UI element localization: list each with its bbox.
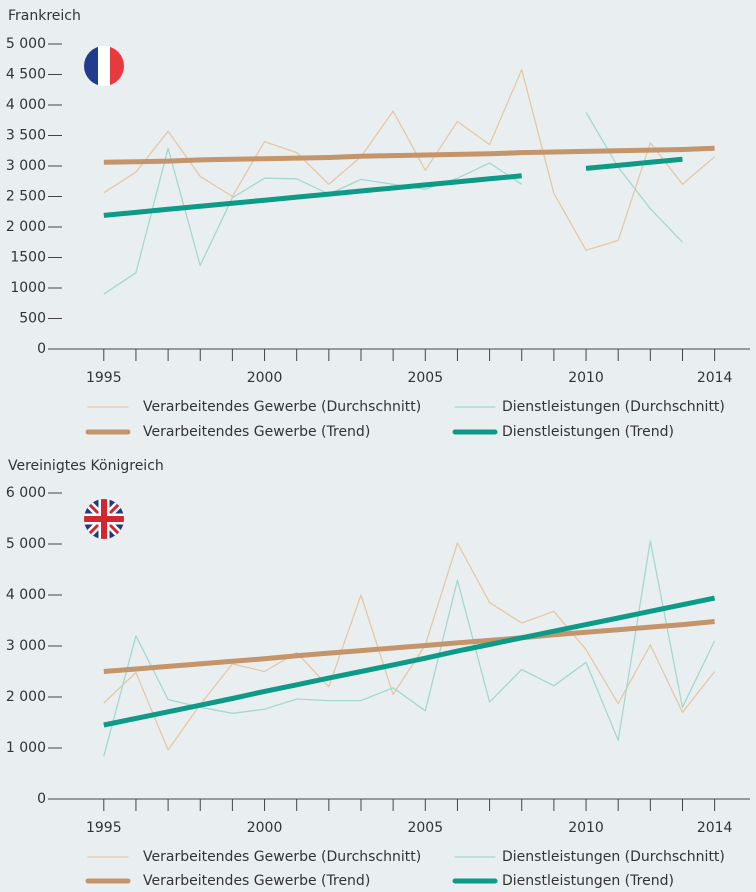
y-tick-label: 500 xyxy=(19,311,46,327)
y-tick-label: 3 000 xyxy=(6,638,46,654)
y-tick-label: 0 xyxy=(37,791,46,807)
legend-label: Verarbeitendes Gewerbe (Durchschnitt) xyxy=(143,849,421,865)
x-tick-label: 2000 xyxy=(247,820,283,836)
flag-france xyxy=(84,46,124,86)
y-tick-label: 0 xyxy=(37,341,46,357)
y-tick-label: 1000 xyxy=(10,280,46,296)
y-tick-label: 1500 xyxy=(10,250,46,266)
series-line xyxy=(103,540,716,757)
chart-title: Frankreich xyxy=(8,8,81,24)
series-line xyxy=(103,542,716,751)
y-tick-label: 4 500 xyxy=(6,67,46,83)
series-line xyxy=(103,111,683,295)
legend-label: Dienstleistungen (Trend) xyxy=(502,424,674,440)
x-tick-label: 2005 xyxy=(407,370,443,386)
series-line xyxy=(103,145,715,165)
y-tick-label: 3 500 xyxy=(6,128,46,144)
y-tick-label: 2 000 xyxy=(6,689,46,705)
x-tick-label: 2014 xyxy=(697,820,733,836)
y-tick-label: 2 000 xyxy=(6,219,46,235)
legend-label: Dienstleistungen (Durchschnitt) xyxy=(502,849,725,865)
y-tick-label: 4 000 xyxy=(6,97,46,113)
y-tick-label: 2 500 xyxy=(6,189,46,205)
x-tick-label: 2005 xyxy=(407,820,443,836)
y-tick-label: 5 000 xyxy=(6,536,46,552)
y-tick-label: 5 000 xyxy=(6,36,46,52)
flag-uk xyxy=(84,499,124,539)
x-tick-label: 2000 xyxy=(247,370,283,386)
legend-label: Verarbeitendes Gewerbe (Durchschnitt) xyxy=(143,399,421,415)
x-tick-label: 1995 xyxy=(86,820,122,836)
legend-label: Dienstleistungen (Durchschnitt) xyxy=(502,399,725,415)
x-tick-label: 2010 xyxy=(568,820,604,836)
legend-label: Dienstleistungen (Trend) xyxy=(502,873,674,889)
x-tick-label: 2010 xyxy=(568,370,604,386)
legend-label: Verarbeitendes Gewerbe (Trend) xyxy=(143,424,370,440)
chart-title: Vereinigtes Königreich xyxy=(8,458,164,474)
y-tick-label: 6 000 xyxy=(6,485,46,501)
series-line xyxy=(103,595,716,728)
series-line xyxy=(103,68,716,251)
series-line xyxy=(103,156,683,218)
legend-label: Verarbeitendes Gewerbe (Trend) xyxy=(143,873,370,889)
y-tick-label: 4 000 xyxy=(6,587,46,603)
y-tick-label: 3 000 xyxy=(6,158,46,174)
x-tick-label: 2014 xyxy=(697,370,733,386)
y-tick-label: 1 000 xyxy=(6,740,46,756)
x-tick-label: 1995 xyxy=(86,370,122,386)
series-line xyxy=(103,619,715,674)
